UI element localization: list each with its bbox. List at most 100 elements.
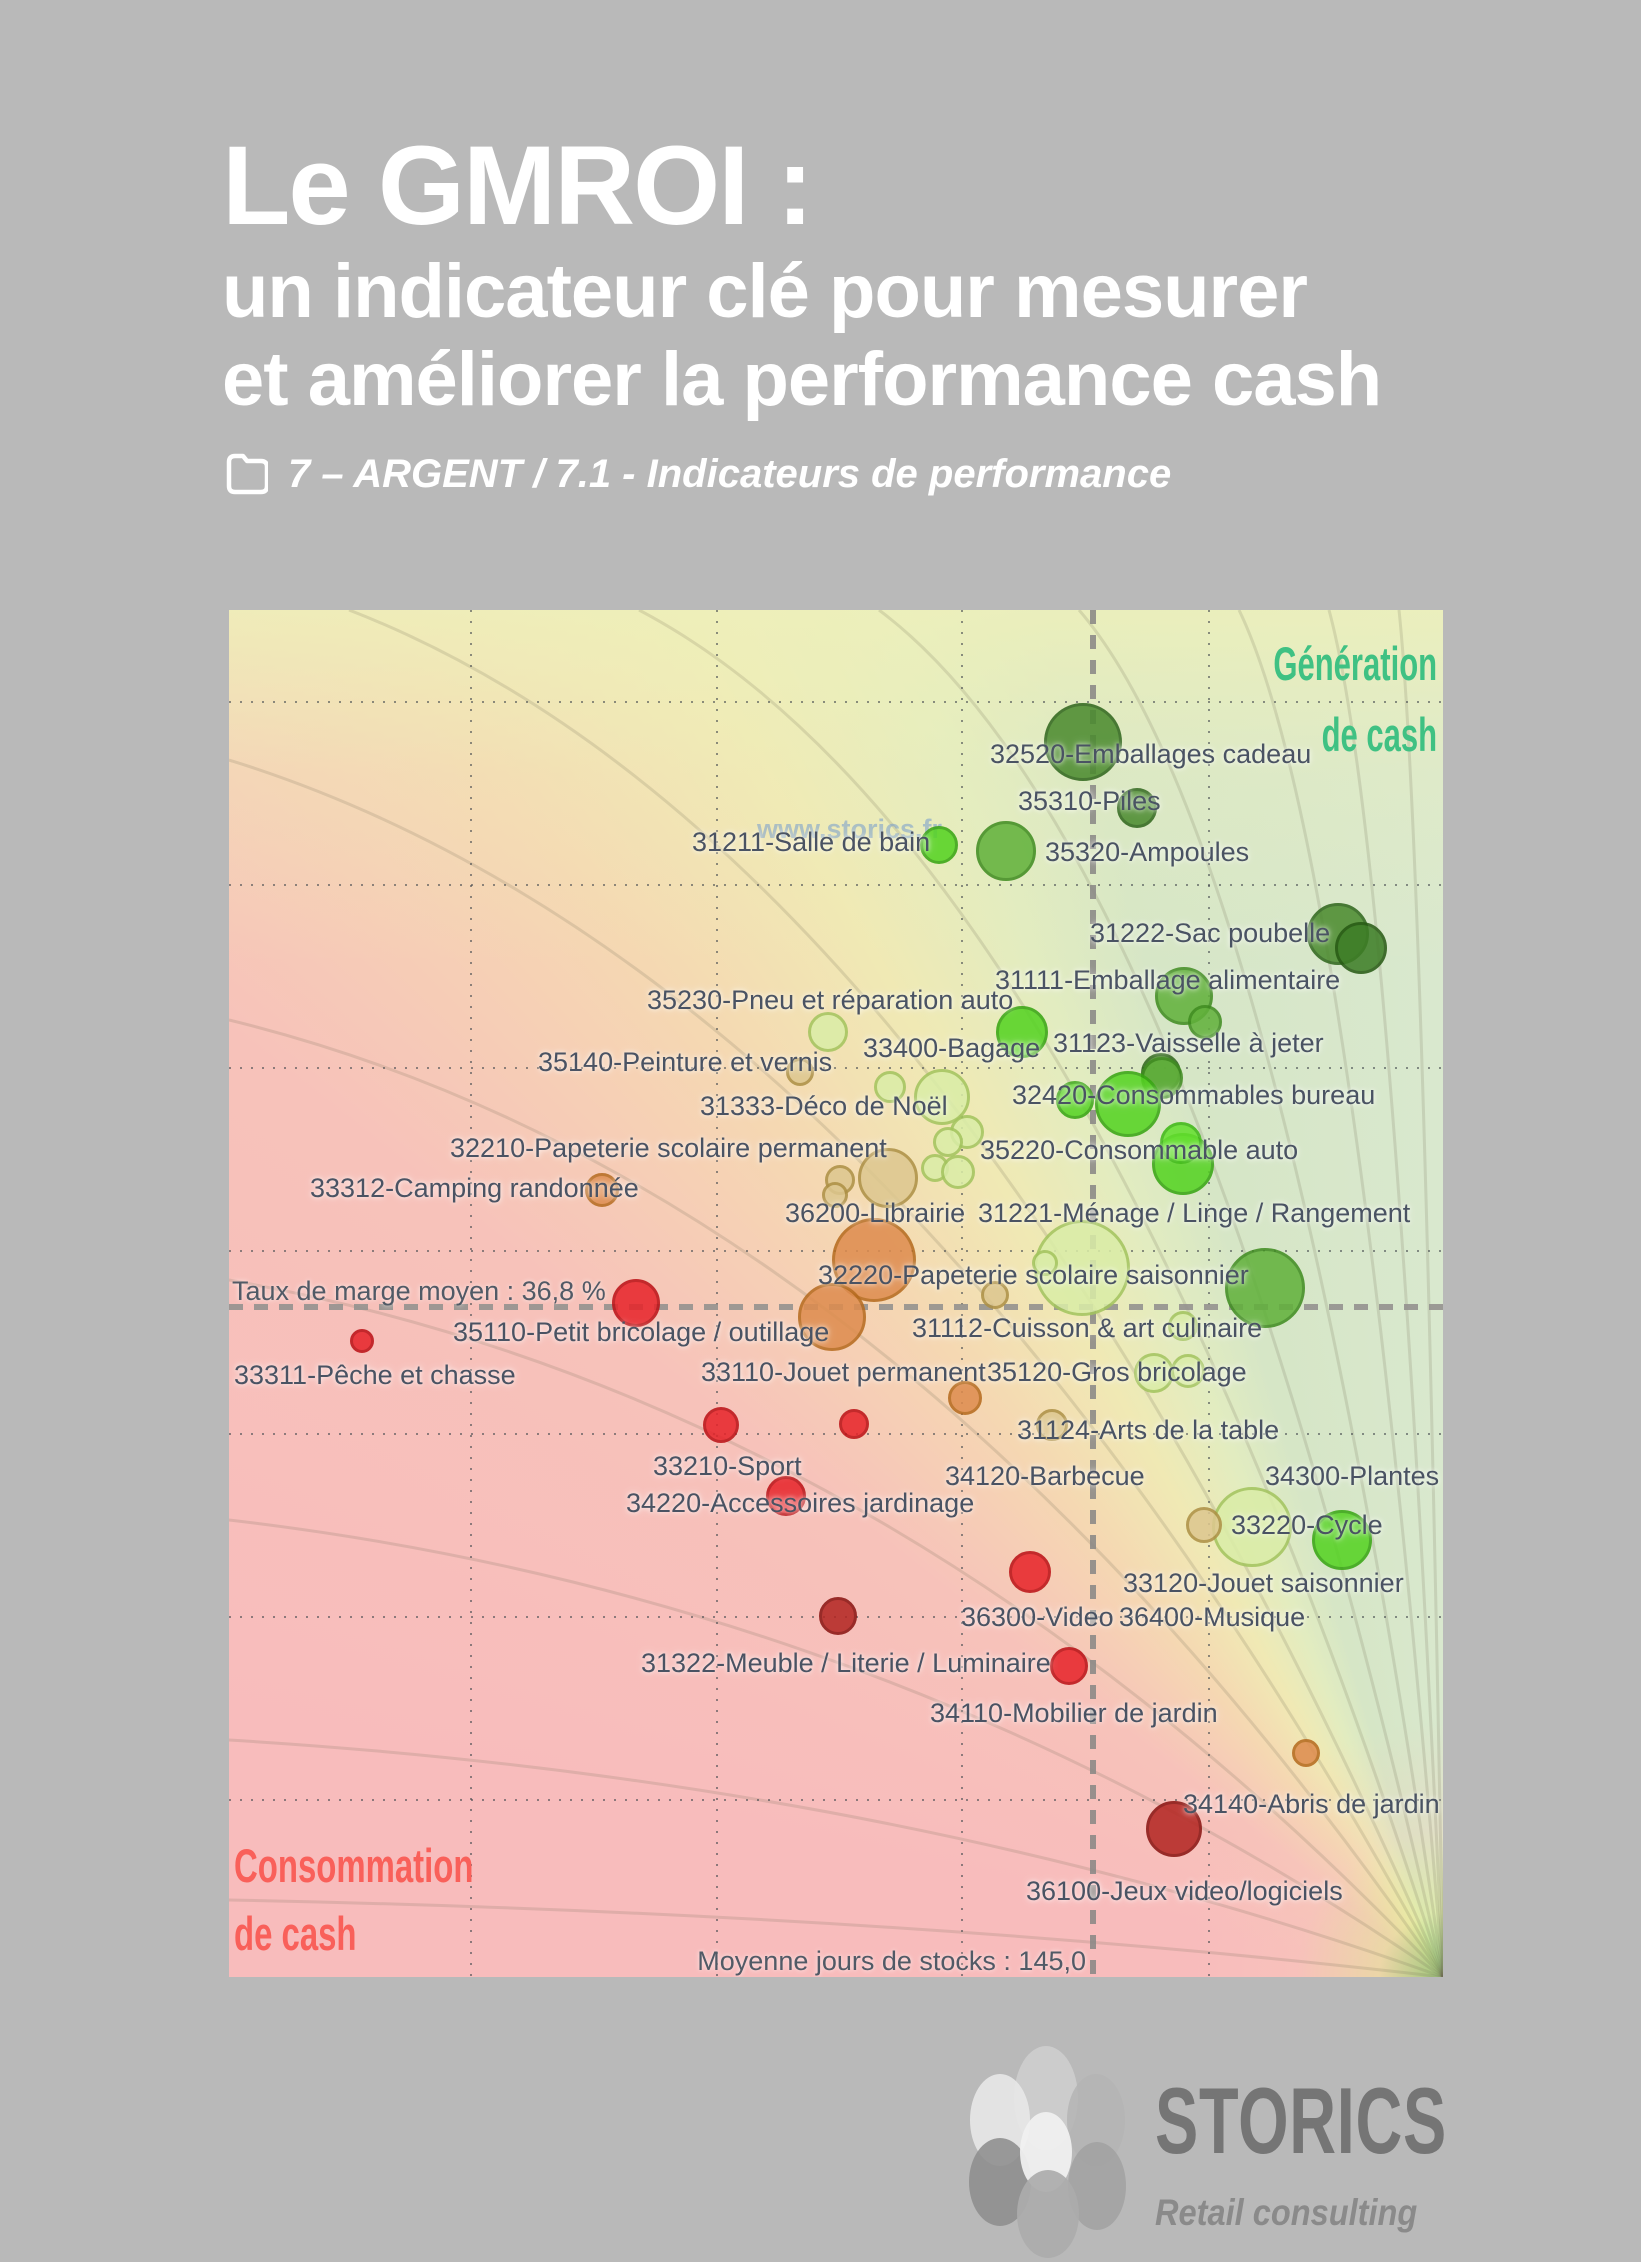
category-label: 31222-Sac poubelle [1090, 918, 1331, 948]
category-label: 31333-Déco de Noël [700, 1091, 948, 1121]
bubble [1186, 1507, 1222, 1543]
bubble [766, 1476, 806, 1516]
gridline-horizontal [229, 884, 1443, 886]
category-label: 35320-Ampoules [1045, 837, 1250, 867]
category-label: 31124-Arts de la table [1017, 1415, 1280, 1445]
category-label: 35220-Consommable auto [980, 1135, 1299, 1165]
category-label: 32420-Consommables bureau [1012, 1080, 1376, 1110]
bubble [1188, 1005, 1222, 1039]
category-label: 32210-Papeterie scolaire permanent [450, 1133, 887, 1163]
mean-margin-label: Taux de marge moyen : 36,8 % [232, 1276, 606, 1306]
bubble [996, 1006, 1048, 1058]
bubble [1146, 1801, 1202, 1857]
category-label: 34220-Accessoires jardinage [626, 1488, 975, 1518]
bubble [1009, 1551, 1051, 1593]
gridline-vertical [470, 610, 472, 1977]
breadcrumb: 7 – ARGENT / 7.1 - Indicateurs de perfor… [222, 449, 1381, 500]
category-label: 35230-Pneu et réparation auto [647, 985, 1014, 1015]
bubble [612, 1279, 660, 1327]
gmroi-bubble-chart: www.storics.fr Génération de cash Consom… [229, 610, 1443, 1977]
category-label: 33400-Bagage [863, 1033, 1041, 1063]
bubble [1292, 1739, 1320, 1767]
bubble [798, 1283, 866, 1351]
category-label: 31111-Emballage alimentaire [995, 965, 1341, 995]
gridline-vertical [961, 610, 963, 1977]
gridline-horizontal [229, 701, 1443, 703]
bubble [822, 1182, 848, 1208]
gridline-vertical [716, 610, 718, 1977]
bubble [1044, 703, 1122, 781]
bubble [839, 1409, 869, 1439]
bubble [703, 1407, 739, 1443]
category-label: 33120-Jouet saisonnier [1123, 1568, 1404, 1598]
gridline-vertical [1208, 610, 1210, 1977]
bubble [1117, 788, 1157, 828]
watermark: www.storics.fr [757, 814, 943, 844]
category-label: 36100-Jeux video/logiciels [1026, 1876, 1343, 1906]
gridline-horizontal [229, 1799, 1443, 1801]
bubble [1171, 1354, 1205, 1388]
bubble [933, 1127, 963, 1157]
category-label: 31322-Meuble / Literie / Luminaire [641, 1648, 1051, 1678]
mean-stock-label: Moyenne jours de stocks : 145,0 [697, 1946, 1086, 1976]
bubble [585, 1173, 619, 1207]
category-label: 33220-Cycle [1231, 1510, 1383, 1540]
bubble [1312, 1510, 1372, 1570]
category-label: 33210-Sport [653, 1451, 802, 1481]
bubble [858, 1148, 918, 1208]
category-label: 36400-Musique [1119, 1602, 1306, 1632]
category-label: 36200-Librairie [785, 1198, 966, 1228]
category-label: 31123-Vaisselle à jeter [1053, 1028, 1324, 1058]
category-label: 35140-Peinture et vernis [538, 1047, 833, 1077]
brand-name: STORICS [1155, 2068, 1447, 2173]
bubble [981, 1281, 1009, 1309]
bubble [920, 826, 958, 864]
category-label: 32520-Emballages cadeau [990, 739, 1312, 769]
bubble [941, 1155, 975, 1189]
category-label: 31211-Salle de bain [692, 827, 931, 857]
category-label: 33110-Jouet permanent [701, 1357, 986, 1387]
category-label: 33311-Pêche et chasse [234, 1360, 516, 1390]
bubble [1335, 922, 1387, 974]
category-label: 33312-Camping randonnée [310, 1173, 639, 1203]
bubble [1155, 967, 1213, 1025]
bubble [786, 1058, 814, 1086]
logo-bubbles-icon [969, 2046, 1126, 2258]
gridline-horizontal [229, 1433, 1443, 1435]
gridline-horizontal [229, 1067, 1443, 1069]
bubble [1168, 1311, 1198, 1341]
category-label: 31221-Ménage / Linge / Rangement [978, 1198, 1411, 1228]
category-label: 36300-Video [961, 1602, 1114, 1632]
bubble [808, 1012, 848, 1052]
quadrant-label-generation: Génération de cash [1273, 637, 1437, 762]
quadrant-label-consommation: Consommation de cash [234, 1839, 474, 1961]
bubble [350, 1329, 374, 1353]
category-label: 31112-Cuisson & art culinaire [912, 1313, 1263, 1343]
brand-tagline: Retail consulting [1155, 2192, 1418, 2233]
bubble [832, 1218, 916, 1302]
category-label: 35310-Piles [1018, 786, 1161, 816]
bubble [1036, 1409, 1068, 1441]
subtitle-line-2: et améliorer la performance cash [222, 336, 1382, 422]
breadcrumb-text: 7 – ARGENT / 7.1 - Indicateurs de perfor… [288, 452, 1172, 497]
page-title: Le GMROI : [222, 123, 814, 248]
bubble [976, 821, 1036, 881]
bubble [1095, 1071, 1161, 1137]
bubble [1056, 1081, 1094, 1119]
category-label: 35120-Gros bricolage [987, 1357, 1247, 1387]
page-subtitle: un indicateur clé pour mesurer et amélio… [222, 248, 1382, 423]
category-label: 32220-Papeterie scolaire saisonnier [818, 1260, 1249, 1290]
bubble [1160, 1122, 1202, 1164]
category-label: 34300-Plantes [1265, 1461, 1440, 1491]
bubble [948, 1381, 982, 1415]
bubble [819, 1597, 857, 1635]
category-label: 35110-Petit bricolage / outillage [453, 1317, 830, 1347]
bubble [874, 1071, 906, 1103]
category-label: 34120-Barbecue [945, 1461, 1145, 1491]
category-label: 34110-Mobilier de jardin [930, 1698, 1218, 1728]
bubble [1225, 1248, 1305, 1328]
subtitle-line-1: un indicateur clé pour mesurer [222, 249, 1308, 335]
header: Le GMROI : un indicateur clé pour mesure… [222, 123, 1382, 500]
category-label: 34140-Abris de jardin [1183, 1789, 1440, 1819]
